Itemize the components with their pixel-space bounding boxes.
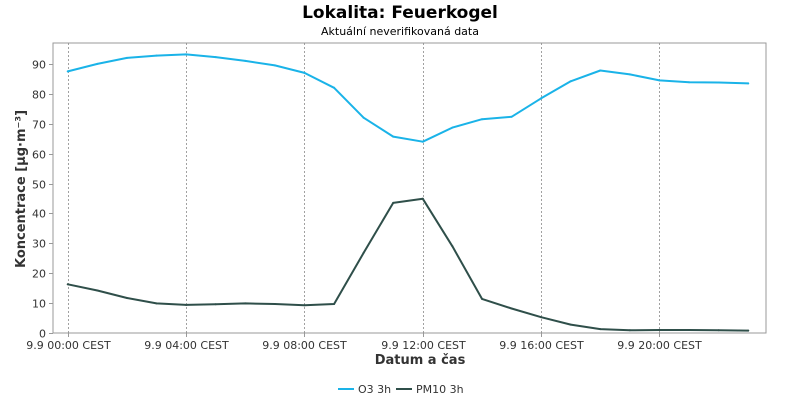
data-point (421, 197, 424, 200)
data-point (273, 64, 276, 67)
data-point (717, 81, 720, 84)
data-point (96, 62, 99, 65)
y-tick-label: 70 (32, 119, 46, 132)
data-point (569, 323, 572, 326)
y-tick-label: 10 (32, 298, 46, 311)
data-point (273, 303, 276, 305)
x-tick-label: 9.9 20:00 CEST (617, 339, 702, 352)
data-point (303, 304, 306, 307)
y-axis-label: Koncentrace [µg·m⁻³] (14, 110, 29, 268)
x-tick-label: 9.9 00:00 CEST (26, 339, 111, 352)
y-tick-label: 40 (32, 208, 46, 221)
data-point (628, 329, 631, 332)
data-point (569, 80, 572, 83)
y-tick-label: 50 (32, 179, 46, 192)
data-point (451, 126, 454, 129)
data-point (126, 297, 128, 299)
y-tick-label: 90 (32, 59, 46, 72)
series-line-o3 (66, 53, 750, 143)
data-point (510, 115, 513, 118)
data-point (717, 329, 720, 332)
data-point (244, 59, 247, 62)
chart-subtitle: Aktuální neverifikovaná data (321, 25, 479, 38)
data-point (155, 54, 158, 57)
data-point (688, 329, 691, 331)
data-point (540, 316, 543, 319)
data-point (96, 289, 99, 292)
data-point (451, 245, 454, 248)
data-point (362, 116, 365, 119)
data-point (244, 302, 247, 305)
y-tick-label: 60 (32, 149, 46, 162)
data-point (333, 303, 336, 305)
y-tick-label: 30 (32, 238, 46, 251)
data-point (747, 82, 750, 85)
data-point (214, 56, 217, 59)
data-point (392, 135, 395, 138)
data-point (214, 303, 217, 306)
data-point (599, 328, 602, 331)
data-point (481, 118, 483, 121)
data-point (658, 79, 661, 82)
data-point (362, 251, 365, 254)
data-point (155, 302, 158, 305)
chart-title: Lokalita: Feuerkogel (302, 3, 498, 23)
series-line-pm10 (66, 197, 750, 332)
data-point (628, 73, 631, 76)
data-point (185, 303, 188, 306)
x-tick-label: 9.9 04:00 CEST (144, 339, 229, 352)
data-point (66, 70, 69, 73)
data-point (688, 81, 691, 84)
data-point (540, 97, 543, 100)
x-axis-label: Datum a čas (375, 353, 466, 368)
data-point (421, 140, 424, 143)
data-point (481, 297, 483, 300)
legend: O3 3h PM10 3h (338, 383, 464, 396)
data-point (658, 329, 661, 331)
x-tick-label: 9.9 12:00 CEST (381, 339, 466, 352)
legend-label: PM10 3h (416, 383, 464, 396)
data-point (599, 69, 602, 72)
x-tick-label: 9.9 16:00 CEST (499, 339, 584, 352)
data-point (126, 56, 128, 59)
legend-label: O3 3h (358, 383, 391, 396)
y-tick-label: 80 (32, 89, 46, 102)
data-point (747, 329, 750, 332)
y-tick-label: 0 (39, 328, 46, 341)
x-tick-label: 9.9 08:00 CEST (262, 339, 347, 352)
data-point (392, 201, 395, 204)
y-tick-label: 20 (32, 268, 46, 281)
data-point (66, 283, 69, 286)
data-point (303, 71, 306, 74)
plot-area: 9.9 00:00 CEST 9.9 04:00 CEST 9.9 08:00 CE… (26, 42, 767, 352)
data-point (333, 86, 336, 89)
data-point (185, 53, 188, 56)
plot-frame (52, 42, 767, 334)
data-point (510, 307, 513, 310)
